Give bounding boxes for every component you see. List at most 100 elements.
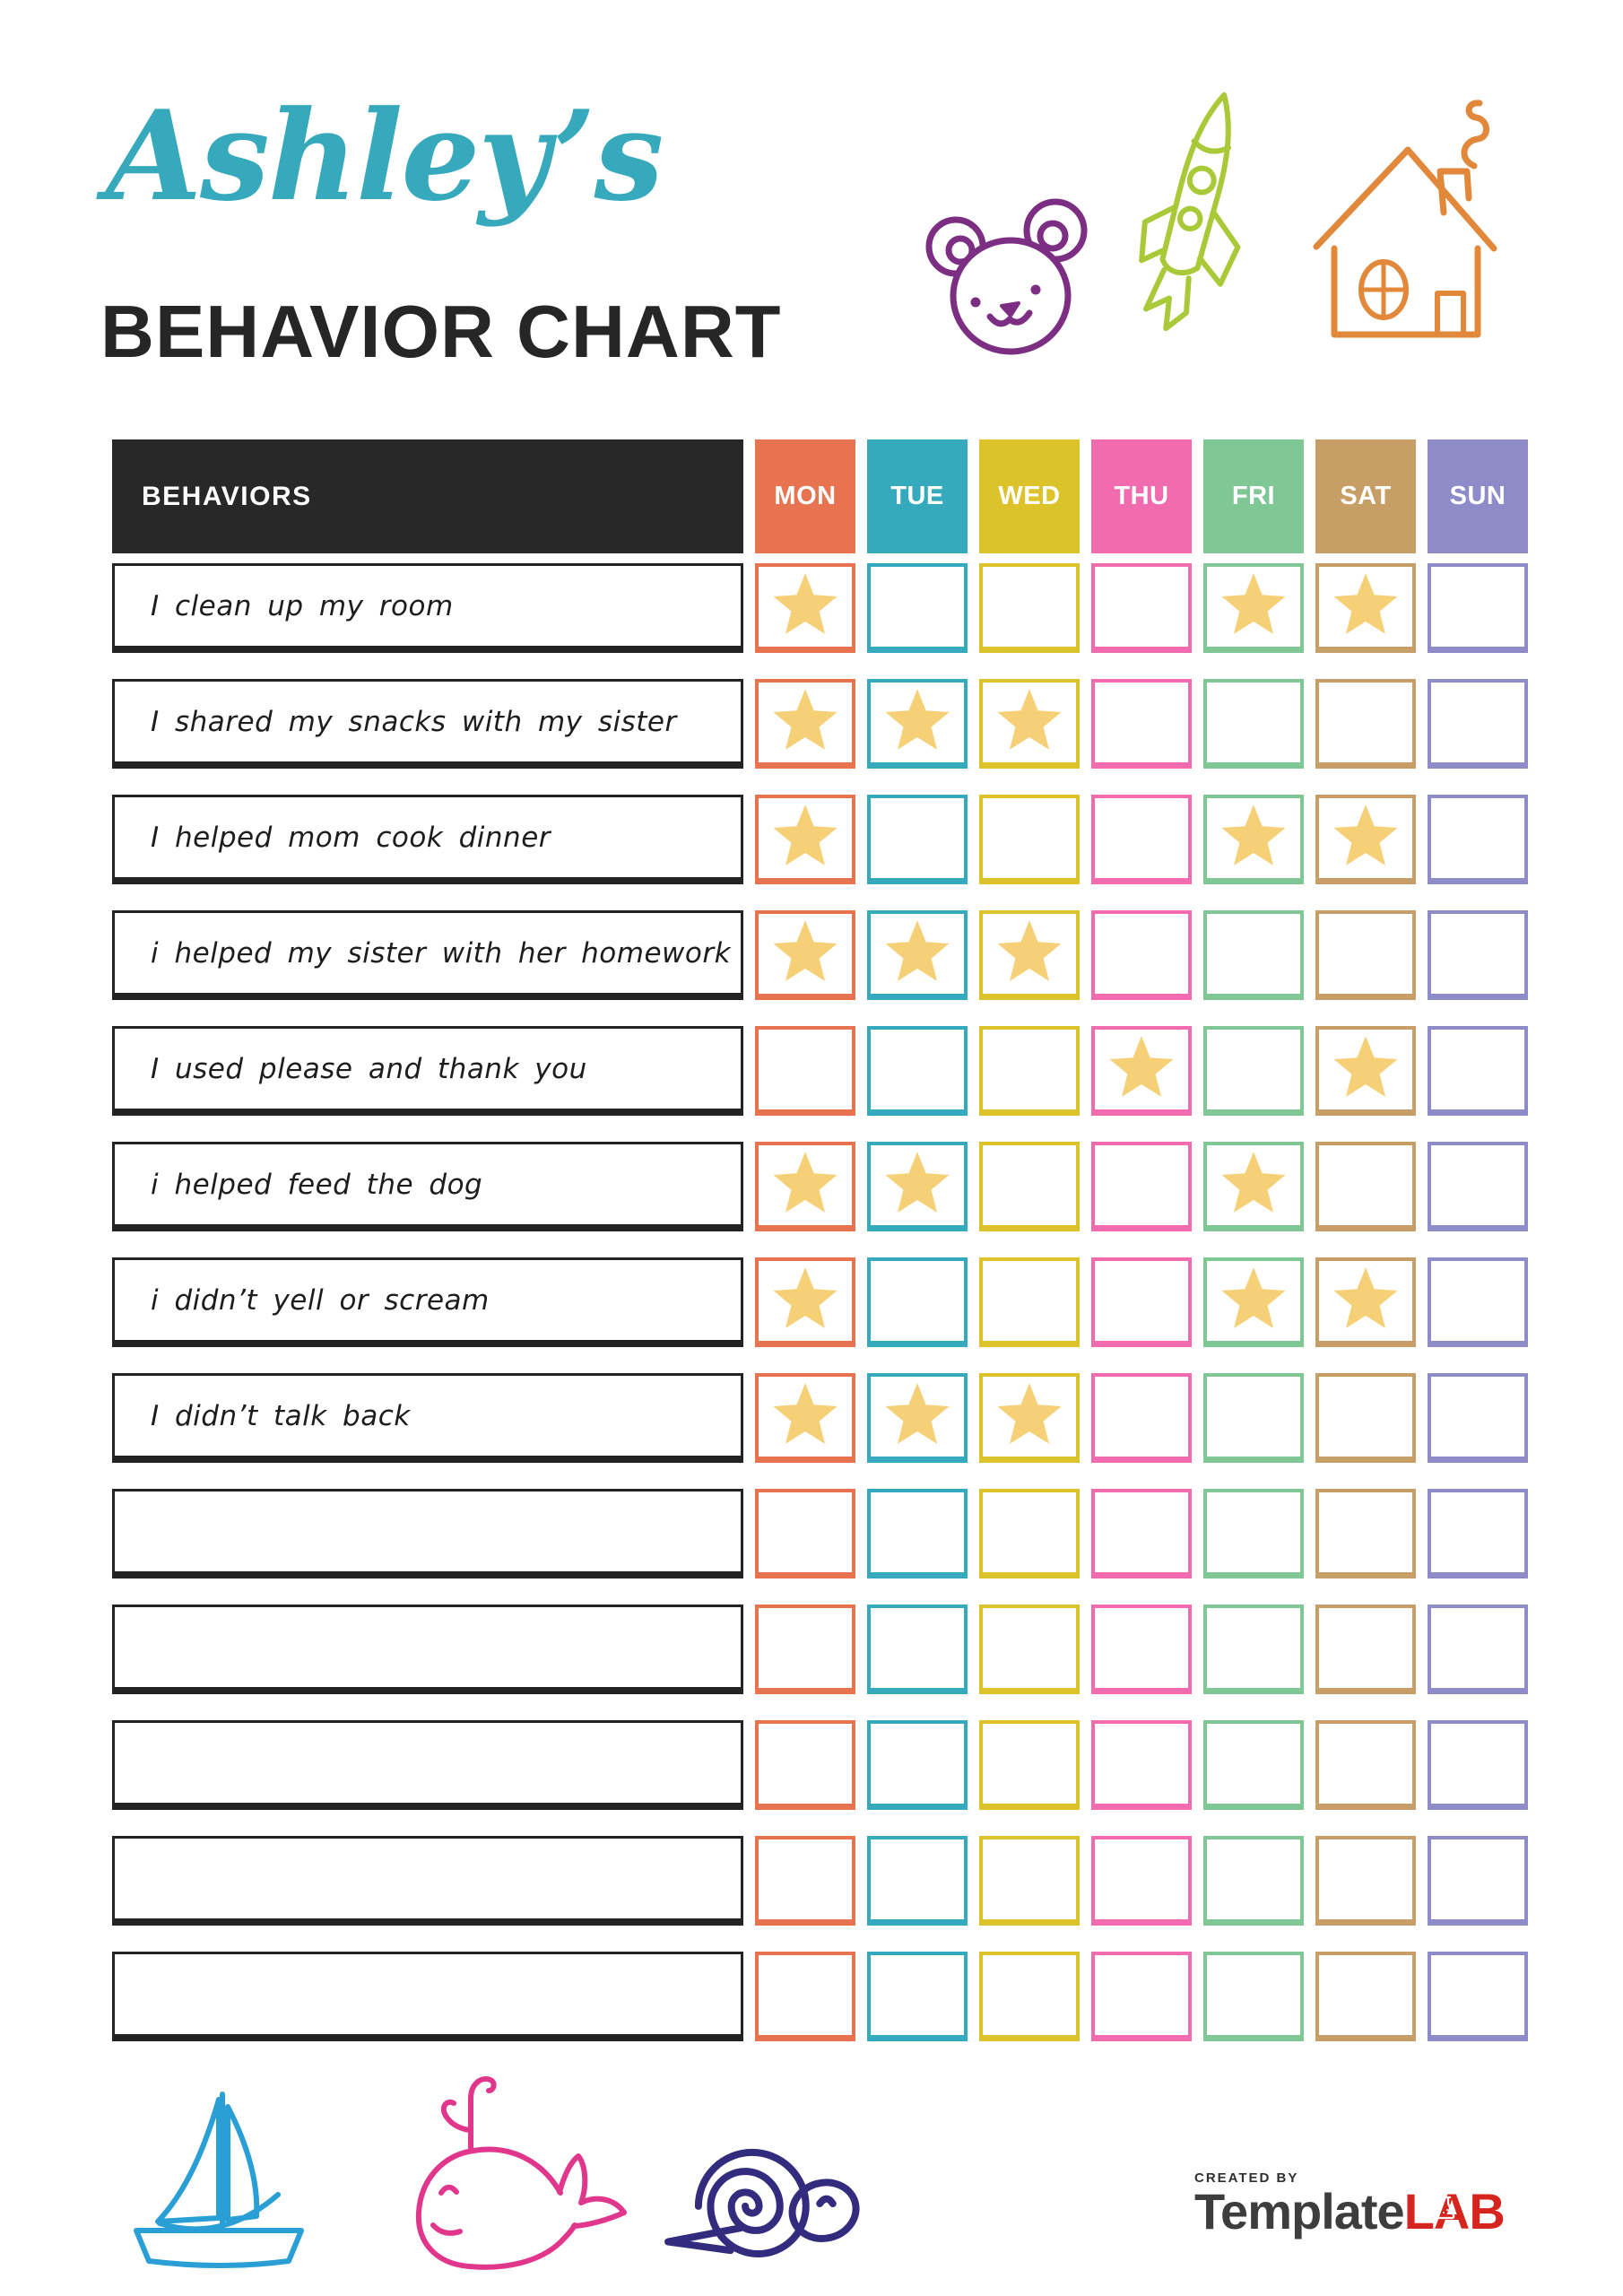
behavior-label[interactable]	[112, 1489, 743, 1578]
day-cell-fri[interactable]	[1203, 1489, 1304, 1578]
day-cell-sun[interactable]	[1428, 1257, 1528, 1347]
day-cell-wed[interactable]	[979, 1720, 1080, 1810]
day-cell-thu[interactable]	[1091, 795, 1192, 884]
day-cell-tue[interactable]	[867, 1142, 968, 1231]
day-cell-wed[interactable]	[979, 1257, 1080, 1347]
day-cell-sat[interactable]	[1315, 1605, 1416, 1694]
day-cell-sun[interactable]	[1428, 679, 1528, 769]
day-cell-tue[interactable]	[867, 1489, 968, 1578]
day-cell-fri[interactable]	[1203, 1257, 1304, 1347]
day-cell-thu[interactable]	[1091, 1142, 1192, 1231]
day-cell-sat[interactable]	[1315, 795, 1416, 884]
day-cell-sat[interactable]	[1315, 1142, 1416, 1231]
day-cell-sun[interactable]	[1428, 1836, 1528, 1926]
day-cell-sun[interactable]	[1428, 1489, 1528, 1578]
day-cell-wed[interactable]	[979, 1952, 1080, 2041]
day-cell-sat[interactable]	[1315, 679, 1416, 769]
behavior-label[interactable]: I used please and thank you	[112, 1026, 743, 1116]
day-cell-sat[interactable]	[1315, 1952, 1416, 2041]
day-cell-thu[interactable]	[1091, 563, 1192, 653]
behavior-label[interactable]	[112, 1952, 743, 2041]
day-cell-tue[interactable]	[867, 910, 968, 1000]
behavior-label[interactable]: I helped mom cook dinner	[112, 795, 743, 884]
day-cell-sun[interactable]	[1428, 1373, 1528, 1463]
behavior-label[interactable]	[112, 1720, 743, 1810]
day-cell-fri[interactable]	[1203, 1605, 1304, 1694]
day-cell-thu[interactable]	[1091, 1836, 1192, 1926]
day-cell-tue[interactable]	[867, 1605, 968, 1694]
day-cell-wed[interactable]	[979, 563, 1080, 653]
day-cell-mon[interactable]	[755, 1026, 855, 1116]
day-cell-wed[interactable]	[979, 1836, 1080, 1926]
day-cell-mon[interactable]	[755, 1142, 855, 1231]
day-cell-fri[interactable]	[1203, 910, 1304, 1000]
day-cell-tue[interactable]	[867, 1836, 968, 1926]
day-cell-tue[interactable]	[867, 1026, 968, 1116]
day-cell-sat[interactable]	[1315, 1720, 1416, 1810]
day-cell-mon[interactable]	[755, 563, 855, 653]
day-cell-sat[interactable]	[1315, 1026, 1416, 1116]
day-cell-wed[interactable]	[979, 1142, 1080, 1231]
behavior-label[interactable]: i helped feed the dog	[112, 1142, 743, 1231]
day-cell-thu[interactable]	[1091, 1373, 1192, 1463]
day-cell-wed[interactable]	[979, 1026, 1080, 1116]
day-cell-wed[interactable]	[979, 1373, 1080, 1463]
day-cell-thu[interactable]	[1091, 910, 1192, 1000]
day-cell-tue[interactable]	[867, 679, 968, 769]
day-cell-thu[interactable]	[1091, 1720, 1192, 1810]
behavior-label[interactable]	[112, 1605, 743, 1694]
day-cell-sun[interactable]	[1428, 1952, 1528, 2041]
day-cell-thu[interactable]	[1091, 1257, 1192, 1347]
day-cell-mon[interactable]	[755, 795, 855, 884]
behavior-label[interactable]	[112, 1836, 743, 1926]
day-cell-sat[interactable]	[1315, 910, 1416, 1000]
behavior-label[interactable]: I shared my snacks with my sister	[112, 679, 743, 769]
day-cell-thu[interactable]	[1091, 1605, 1192, 1694]
day-cell-mon[interactable]	[755, 910, 855, 1000]
day-cell-fri[interactable]	[1203, 1720, 1304, 1810]
day-cell-mon[interactable]	[755, 1605, 855, 1694]
day-cell-thu[interactable]	[1091, 1489, 1192, 1578]
day-cell-fri[interactable]	[1203, 795, 1304, 884]
day-cell-tue[interactable]	[867, 1720, 968, 1810]
day-cell-fri[interactable]	[1203, 1373, 1304, 1463]
day-cell-wed[interactable]	[979, 1605, 1080, 1694]
day-cell-wed[interactable]	[979, 1489, 1080, 1578]
day-cell-sun[interactable]	[1428, 1720, 1528, 1810]
day-cell-sun[interactable]	[1428, 910, 1528, 1000]
day-cell-sun[interactable]	[1428, 1026, 1528, 1116]
day-cell-fri[interactable]	[1203, 1026, 1304, 1116]
day-cell-fri[interactable]	[1203, 1836, 1304, 1926]
day-cell-sat[interactable]	[1315, 1489, 1416, 1578]
day-cell-fri[interactable]	[1203, 1952, 1304, 2041]
day-cell-mon[interactable]	[755, 1489, 855, 1578]
behavior-label[interactable]: I didn’t talk back	[112, 1373, 743, 1463]
day-cell-tue[interactable]	[867, 795, 968, 884]
day-cell-mon[interactable]	[755, 1257, 855, 1347]
behavior-label[interactable]: I clean up my room	[112, 563, 743, 653]
day-cell-wed[interactable]	[979, 795, 1080, 884]
day-cell-sun[interactable]	[1428, 563, 1528, 653]
day-cell-sat[interactable]	[1315, 1373, 1416, 1463]
day-cell-wed[interactable]	[979, 910, 1080, 1000]
day-cell-thu[interactable]	[1091, 1026, 1192, 1116]
day-cell-mon[interactable]	[755, 1952, 855, 2041]
day-cell-tue[interactable]	[867, 563, 968, 653]
day-cell-fri[interactable]	[1203, 679, 1304, 769]
day-cell-thu[interactable]	[1091, 1952, 1192, 2041]
day-cell-sat[interactable]	[1315, 563, 1416, 653]
day-cell-tue[interactable]	[867, 1952, 968, 2041]
day-cell-mon[interactable]	[755, 1836, 855, 1926]
day-cell-tue[interactable]	[867, 1373, 968, 1463]
day-cell-mon[interactable]	[755, 1720, 855, 1810]
day-cell-thu[interactable]	[1091, 679, 1192, 769]
day-cell-sun[interactable]	[1428, 1605, 1528, 1694]
day-cell-sat[interactable]	[1315, 1257, 1416, 1347]
behavior-label[interactable]: i didn’t yell or scream	[112, 1257, 743, 1347]
day-cell-fri[interactable]	[1203, 1142, 1304, 1231]
day-cell-mon[interactable]	[755, 1373, 855, 1463]
day-cell-mon[interactable]	[755, 679, 855, 769]
day-cell-fri[interactable]	[1203, 563, 1304, 653]
day-cell-sat[interactable]	[1315, 1836, 1416, 1926]
day-cell-tue[interactable]	[867, 1257, 968, 1347]
